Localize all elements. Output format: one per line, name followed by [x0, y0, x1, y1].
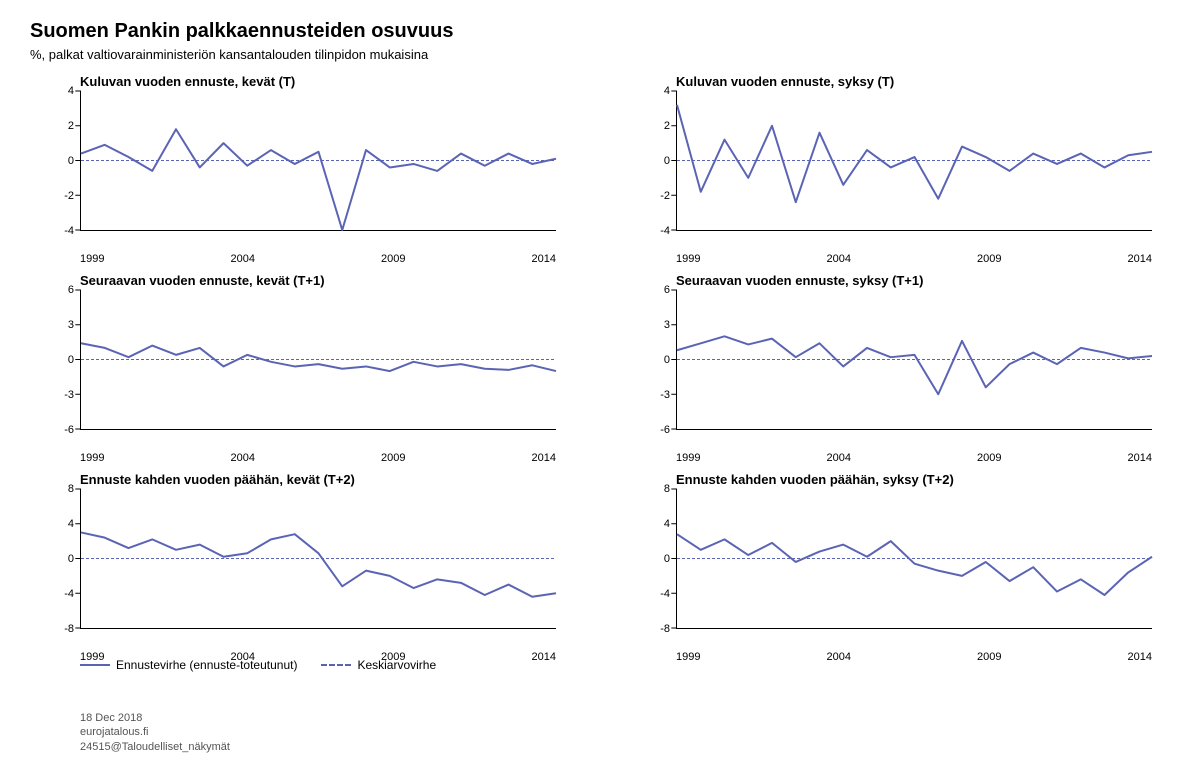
chart-cell: Kuluvan vuoden ennuste, kevät (T)4 2 0 -2 -4… — [30, 74, 556, 265]
y-axis: 630-3-6 — [626, 290, 676, 430]
x-tick: 1999 — [80, 253, 231, 265]
x-axis: 1999200420092014 — [626, 452, 1152, 464]
y-tick: -4 — [660, 225, 670, 237]
x-tick: 2014 — [532, 253, 556, 265]
y-tick: 0 — [68, 553, 74, 565]
y-tick: -4 — [64, 225, 74, 237]
chart-title: Ennuste kahden vuoden päähän, kevät (T+2… — [30, 472, 556, 487]
x-axis: 1999200420092014 — [626, 253, 1152, 265]
x-axis: 1999200420092014 — [30, 651, 556, 663]
footer-code: 24515@Taloudelliset_näkymät — [80, 740, 230, 754]
page-title: Suomen Pankin palkkaennusteiden osuvuus — [30, 20, 1152, 43]
plot-area — [676, 91, 1152, 231]
y-tick: 3 — [68, 319, 74, 331]
x-axis: 1999200420092014 — [30, 253, 556, 265]
legend-swatch-solid — [80, 664, 110, 666]
page-subtitle: %, palkat valtiovarainministeriön kansan… — [30, 47, 1152, 62]
y-tick: -6 — [660, 424, 670, 436]
plot-wrap: 840-4-8 — [626, 489, 1152, 649]
chart-cell: Ennuste kahden vuoden päähän, syksy (T+2… — [626, 472, 1152, 663]
y-axis: 630-3-6 — [30, 290, 80, 430]
x-tick: 2009 — [977, 253, 1128, 265]
x-tick: 2004 — [827, 452, 978, 464]
chart-title: Seuraavan vuoden ennuste, kevät (T+1) — [30, 273, 556, 288]
plot-area — [80, 290, 556, 430]
plot-wrap: 420-2-4 — [30, 91, 556, 251]
x-tick: 2004 — [827, 253, 978, 265]
plot-area — [676, 290, 1152, 430]
y-axis: 420-2-4 — [30, 91, 80, 231]
y-tick: 6 — [664, 284, 670, 296]
y-tick: 4 — [68, 518, 74, 530]
x-tick: 2009 — [381, 651, 532, 663]
legend-swatch-dashed — [321, 664, 351, 666]
footer-site: eurojatalous.fi — [80, 725, 230, 739]
x-tick: 1999 — [676, 651, 827, 663]
x-tick: 2014 — [1128, 452, 1152, 464]
plot-wrap: 630-3-6 — [30, 290, 556, 450]
y-tick: -3 — [64, 389, 74, 401]
y-tick: 0 — [68, 354, 74, 366]
y-tick: 4 — [664, 518, 670, 530]
y-tick: 2 — [68, 120, 74, 132]
x-tick: 2009 — [977, 651, 1128, 663]
chart-title: Seuraavan vuoden ennuste, syksy (T+1) — [626, 273, 1152, 288]
y-tick: -3 — [660, 389, 670, 401]
plot-wrap: 840-4-8 — [30, 489, 556, 649]
y-tick: 4 — [664, 85, 670, 97]
y-tick: -4 — [660, 588, 670, 600]
x-tick: 1999 — [80, 651, 231, 663]
y-tick: 3 — [664, 319, 670, 331]
x-axis: 1999200420092014 — [30, 452, 556, 464]
plot-area — [80, 91, 556, 231]
x-tick: 2014 — [1128, 651, 1152, 663]
y-tick: 4 — [68, 85, 74, 97]
footer-date: 18 Dec 2018 — [80, 711, 230, 725]
chart-cell: Ennuste kahden vuoden päähän, kevät (T+2… — [30, 472, 556, 663]
x-axis: 1999200420092014 — [626, 651, 1152, 663]
chart-cell: Kuluvan vuoden ennuste, syksy (T)4 2 0 -2 -4… — [626, 74, 1152, 265]
y-tick: -6 — [64, 424, 74, 436]
chart-cell: Seuraavan vuoden ennuste, kevät (T+1)6 3 0… — [30, 273, 556, 464]
y-tick: 0 — [664, 155, 670, 167]
x-tick: 2004 — [231, 253, 382, 265]
y-tick: -8 — [64, 623, 74, 635]
y-axis: 420-2-4 — [626, 91, 676, 231]
x-tick: 2009 — [977, 452, 1128, 464]
y-tick: -4 — [64, 588, 74, 600]
x-tick: 2009 — [381, 253, 532, 265]
plot-wrap: 420-2-4 — [626, 91, 1152, 251]
x-tick: 2004 — [231, 452, 382, 464]
x-tick: 2009 — [381, 452, 532, 464]
plot-area — [80, 489, 556, 629]
y-tick: 8 — [664, 483, 670, 495]
y-tick: -2 — [64, 190, 74, 202]
y-tick: 0 — [68, 155, 74, 167]
x-tick: 1999 — [80, 452, 231, 464]
plot-wrap: 630-3-6 — [626, 290, 1152, 450]
y-tick: 0 — [664, 354, 670, 366]
chart-title: Kuluvan vuoden ennuste, syksy (T) — [626, 74, 1152, 89]
y-tick: 8 — [68, 483, 74, 495]
charts-grid: Kuluvan vuoden ennuste, kevät (T)420-2-4… — [30, 74, 1152, 654]
y-axis: 840-4-8 — [30, 489, 80, 629]
chart-title: Ennuste kahden vuoden päähän, syksy (T+2… — [626, 472, 1152, 487]
plot-area — [676, 489, 1152, 629]
chart-cell: Seuraavan vuoden ennuste, syksy (T+1)6 3 0… — [626, 273, 1152, 464]
y-tick: -8 — [660, 623, 670, 635]
x-tick: 2004 — [827, 651, 978, 663]
y-axis: 840-4-8 — [626, 489, 676, 629]
x-tick: 2014 — [1128, 253, 1152, 265]
footer: 18 Dec 2018 eurojatalous.fi 24515@Taloud… — [80, 711, 230, 754]
x-tick: 2014 — [532, 651, 556, 663]
x-tick: 1999 — [676, 452, 827, 464]
y-tick: 6 — [68, 284, 74, 296]
y-tick: 2 — [664, 120, 670, 132]
x-tick: 2004 — [231, 651, 382, 663]
y-tick: 0 — [664, 553, 670, 565]
chart-title: Kuluvan vuoden ennuste, kevät (T) — [30, 74, 556, 89]
y-tick: -2 — [660, 190, 670, 202]
x-tick: 2014 — [532, 452, 556, 464]
x-tick: 1999 — [676, 253, 827, 265]
